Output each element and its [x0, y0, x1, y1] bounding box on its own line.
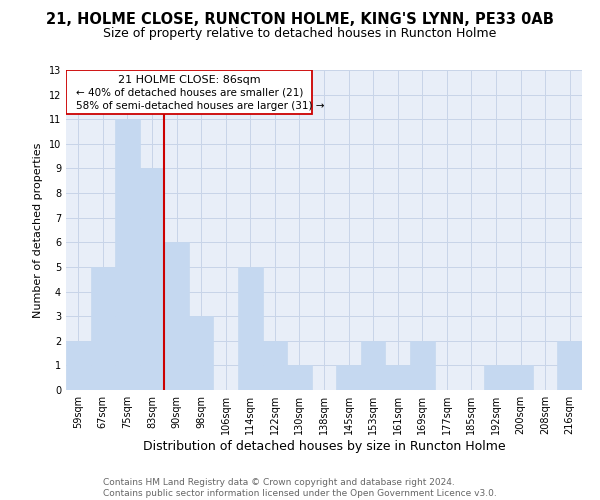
X-axis label: Distribution of detached houses by size in Runcton Holme: Distribution of detached houses by size …: [143, 440, 505, 453]
Bar: [508, 366, 533, 390]
Bar: [410, 341, 434, 390]
Text: Contains HM Land Registry data © Crown copyright and database right 2024.
Contai: Contains HM Land Registry data © Crown c…: [103, 478, 497, 498]
Bar: [115, 119, 140, 390]
Bar: [361, 341, 385, 390]
Text: 21 HOLME CLOSE: 86sqm: 21 HOLME CLOSE: 86sqm: [118, 74, 260, 85]
Bar: [385, 366, 410, 390]
FancyBboxPatch shape: [66, 70, 312, 114]
Bar: [140, 168, 164, 390]
Bar: [557, 341, 582, 390]
Bar: [287, 366, 312, 390]
Bar: [263, 341, 287, 390]
Text: 58% of semi-detached houses are larger (31) →: 58% of semi-detached houses are larger (…: [76, 102, 325, 112]
Text: ← 40% of detached houses are smaller (21): ← 40% of detached houses are smaller (21…: [76, 87, 304, 97]
Bar: [91, 267, 115, 390]
Y-axis label: Number of detached properties: Number of detached properties: [33, 142, 43, 318]
Bar: [484, 366, 508, 390]
Bar: [336, 366, 361, 390]
Bar: [189, 316, 214, 390]
Text: Size of property relative to detached houses in Runcton Holme: Size of property relative to detached ho…: [103, 28, 497, 40]
Bar: [238, 267, 263, 390]
Text: 21, HOLME CLOSE, RUNCTON HOLME, KING'S LYNN, PE33 0AB: 21, HOLME CLOSE, RUNCTON HOLME, KING'S L…: [46, 12, 554, 28]
Bar: [164, 242, 189, 390]
Bar: [66, 341, 91, 390]
